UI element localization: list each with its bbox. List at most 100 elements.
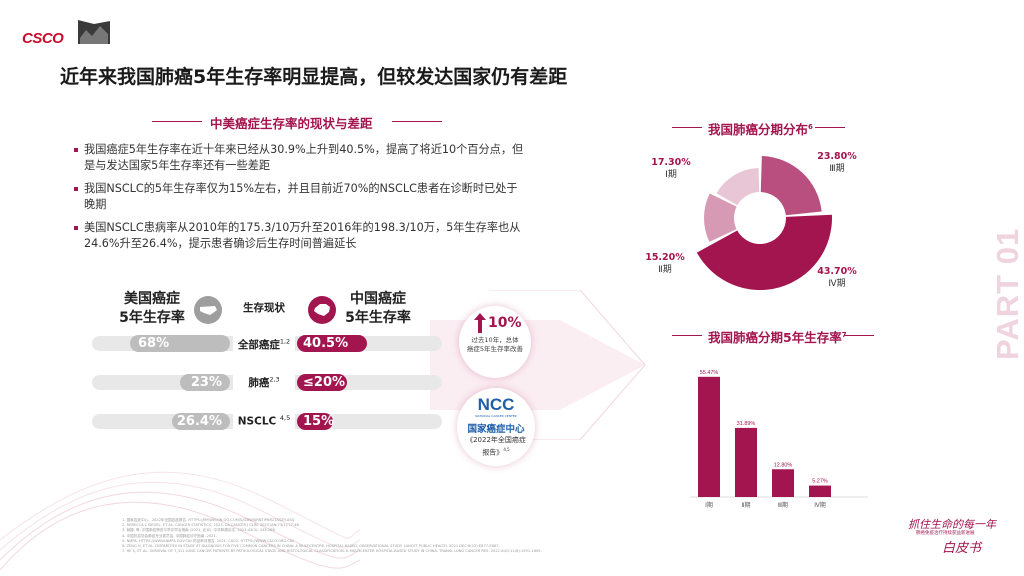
reference-item: 3. 赫捷, 等. 中国肺癌筛查与早诊早治指南 (2021, 北京). 中华肿瘤… — [122, 528, 276, 533]
us-header-line1: 美国癌症 — [124, 291, 180, 307]
reference-item: 7. HE S, ET AL. SURVIVAL OF 7,311 LUNG C… — [122, 549, 542, 554]
reference-item: 2. REBECCA L SIEGEL, ET AL. CANCER STATI… — [122, 523, 300, 528]
us-header: 美国癌症 5年生存率 — [112, 290, 192, 328]
csco-logo-text: CSCO — [22, 30, 64, 47]
us-header-line2: 5年生存率 — [119, 310, 185, 326]
section-title-comparison: 中美癌症生存率的现状与差距 — [210, 116, 373, 131]
pie-label-stage3: 23.80% Ⅲ期 — [812, 151, 862, 175]
bar-category-label: Ⅱ期 — [742, 501, 751, 509]
part-label: PART 01 — [990, 228, 1024, 360]
pie-chart — [696, 156, 832, 290]
usa-map-icon — [194, 296, 222, 324]
improvement-desc-line1: 过去10年，总体 — [471, 336, 519, 344]
pie-label-stage1: 17.30% Ⅰ期 — [646, 157, 696, 181]
bar-value-label: 31.89% — [737, 421, 756, 427]
bar — [698, 376, 720, 497]
bullet-item: 美国NSCLC患病率从2010年的175.3/10万升至2016年的198.3/… — [74, 220, 524, 251]
us-value-pill: 23% — [180, 374, 230, 391]
row-label-nsclc: NSCLC 4,5 — [233, 414, 295, 428]
slogan: 抓住生命的每一年 — [908, 518, 996, 531]
center-cell — [233, 408, 295, 436]
up-arrow-icon — [474, 313, 486, 333]
pie-title: 我国肺癌分期分布6 — [708, 119, 813, 138]
bar-value-label: 55.47% — [700, 370, 719, 376]
ncc-name: 国家癌症中心 — [467, 424, 525, 435]
cn-header-line2: 5年生存率 — [345, 310, 411, 326]
ncc-bubble — [457, 388, 535, 466]
ncc-report-line2-text: 报告》 — [482, 448, 504, 457]
pie-slice — [704, 193, 737, 242]
bullet-item: 我国癌症5年生存率在近十年来已经从30.9%上升到40.5%，提高了将近10个百… — [74, 143, 524, 172]
pie-label-pct: 43.70% — [817, 266, 857, 277]
pie-label-stage: Ⅳ期 — [828, 279, 846, 289]
signature: 白皮书 — [942, 541, 982, 556]
bar-title: 我国肺癌分期5年生存率7 — [708, 327, 847, 346]
ncc-logo: NCC — [477, 395, 515, 414]
cn-header: 中国癌症 5年生存率 — [338, 290, 418, 328]
decorative-background-waves — [0, 471, 360, 571]
ncc-report-line1: 《2022年全国癌症 — [466, 436, 526, 444]
references: 1. 国家癌症中心，2022年全国癌症报告. HTTPS://MP.WEIXIN… — [122, 518, 822, 554]
reference-item: 4. 中国抗癌协会肺癌专业委员会. 中国肺癌诊疗指南. 2021. — [122, 533, 217, 538]
pie-title-sup: 6 — [808, 122, 813, 131]
pie-label-pct: 17.30% — [651, 157, 691, 168]
pie-label-stage: Ⅰ期 — [665, 170, 677, 180]
pie-label-stage2: 15.20% Ⅱ期 — [640, 252, 690, 276]
csco-logo — [78, 20, 110, 44]
part-label-text: PART 01 — [990, 228, 1024, 360]
pie-label-stage: Ⅲ期 — [829, 164, 845, 174]
improvement-desc-line2: 癌症5年生存率改善 — [466, 345, 524, 353]
ncc-logo-sub: NATIONAL CANCER CENTER — [475, 414, 517, 418]
pie-center-hole — [742, 200, 778, 236]
pie-label-pct: 15.20% — [645, 252, 685, 263]
section-title-line-right — [392, 121, 442, 122]
bar — [772, 469, 794, 497]
cn-value-pill: ≤20% — [297, 374, 347, 391]
row-label-text: 全部癌症 — [237, 339, 280, 351]
row-label-all-cancer: 全部癌症1,2 — [233, 337, 295, 352]
bar — [809, 485, 831, 497]
bar-title-text: 我国肺癌分期5年生存率 — [708, 330, 842, 345]
slogan-sub: 肺癌免疫治疗持续获益新进展 — [916, 531, 975, 536]
page-title: 近年来我国肺癌5年生存率明显提高，但较发达国家仍有差距 — [60, 66, 568, 88]
improvement-desc: 过去10年，总体 癌症5年生存率改善 — [459, 336, 531, 354]
pie-label-stage: Ⅱ期 — [658, 265, 672, 275]
pie-label-pct: 23.80% — [817, 151, 857, 162]
pie-slice — [696, 214, 832, 290]
row-label-text: NSCLC — [237, 415, 280, 428]
improvement-bubble — [459, 306, 531, 378]
pie-label-stage4: 43.70% Ⅳ期 — [812, 266, 862, 290]
reference-item: 6. ZENG H, ET AL. DISPARITIES IN STAGE A… — [122, 544, 500, 549]
pie-title-line-left — [672, 127, 702, 128]
bar-title-line-right — [844, 335, 874, 336]
reference-item: 1. 国家癌症中心，2022年全国癌症报告. HTTPS://MP.WEIXIN… — [122, 518, 295, 522]
bar — [735, 427, 757, 497]
pie-slice — [716, 168, 760, 206]
bar-chart: 55.47% Ⅰ期 31.89% Ⅱ期 12.80% Ⅲ期 5.27% Ⅳ期 — [690, 370, 868, 509]
row-label-text: 肺癌 — [248, 377, 270, 389]
pie-title-line-right — [815, 127, 845, 128]
ncc-report-line2: 报告》4,5 — [457, 445, 535, 457]
bullet-item: 我国NSCLC的5年生存率仅为15%左右，并且目前近70%的NSCLC患者在诊断… — [74, 181, 524, 212]
bar-value-label: 12.80% — [774, 462, 793, 468]
bar-title-line-left — [672, 335, 702, 336]
center-cell — [233, 369, 295, 397]
ncc-report-sup: 4,5 — [503, 447, 510, 452]
row-label-sup: 4,5 — [279, 414, 291, 422]
cn-header-line1: 中国癌症 — [350, 291, 406, 307]
center-cell — [233, 330, 295, 358]
bar-title-sup: 7 — [842, 331, 847, 339]
bar-category-label: Ⅲ期 — [778, 501, 788, 509]
improvement-value: 10% — [488, 315, 522, 331]
pie-title-text: 我国肺癌分期分布 — [708, 122, 809, 137]
ncc-report: 《2022年全国癌症 报告》4,5 — [457, 435, 535, 457]
row-label-sup: 1,2 — [279, 337, 291, 346]
cn-value-pill: 40.5% — [297, 335, 367, 352]
section-title-line-left — [152, 121, 202, 122]
row-label-sup: 2,3 — [269, 375, 280, 384]
us-value-pill: 26.4% — [172, 413, 230, 430]
bar-category-label: Ⅳ期 — [814, 501, 826, 509]
bar-value-label: 5.27% — [812, 479, 828, 485]
pie-slice — [760, 156, 822, 216]
us-value-pill: 68% — [130, 335, 230, 352]
